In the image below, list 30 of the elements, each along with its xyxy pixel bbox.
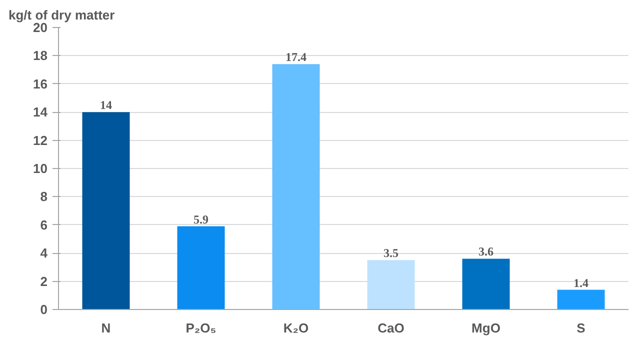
y-tick-label: 0 [40, 302, 48, 317]
bar [557, 290, 605, 310]
data-label: 17.4 [286, 50, 306, 64]
y-tick-label: 4 [40, 246, 48, 261]
y-tick-label: 2 [40, 274, 48, 289]
y-tick-label: 20 [33, 20, 48, 35]
y-tick-label: 18 [33, 48, 48, 64]
y-tick-label: 16 [33, 76, 48, 92]
bar [82, 112, 130, 310]
y-tick-label: 10 [33, 161, 48, 176]
data-label: 3.6 [478, 244, 494, 259]
x-tick-label: P₂O₅ [186, 320, 216, 336]
bar [272, 64, 320, 310]
x-tick-label: S [576, 320, 586, 336]
data-label: 3.5 [384, 246, 398, 260]
data-label: 1.4 [574, 276, 588, 290]
y-axis-title: kg/t of dry matter [8, 8, 115, 22]
bar [177, 226, 225, 310]
x-tick-label: MgO [472, 320, 500, 336]
y-tick-label: 12 [33, 132, 48, 148]
bar [462, 258, 510, 310]
y-tick-label: 14 [33, 104, 48, 120]
data-label: 5.9 [194, 212, 208, 226]
bar [367, 260, 415, 310]
x-tick-label: N [101, 320, 111, 336]
x-tick-label: K₂O [283, 320, 309, 336]
y-tick-label: 6 [40, 217, 48, 232]
y-tick-label: 8 [40, 189, 48, 204]
data-label: 14 [100, 98, 112, 112]
x-tick-label: CaO [378, 320, 404, 336]
